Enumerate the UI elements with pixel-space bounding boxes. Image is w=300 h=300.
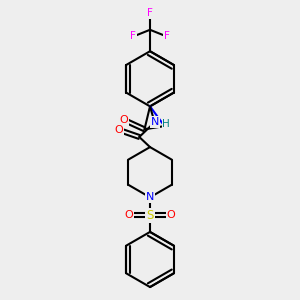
Text: O: O — [119, 115, 128, 125]
Text: O: O — [115, 124, 123, 135]
Text: N: N — [150, 117, 159, 127]
Text: F: F — [164, 31, 170, 41]
Text: F: F — [130, 31, 136, 41]
Text: O: O — [167, 210, 175, 220]
Text: S: S — [146, 208, 154, 222]
Text: H: H — [162, 119, 170, 129]
Text: O: O — [125, 210, 134, 220]
Text: F: F — [147, 8, 153, 18]
Text: N: N — [146, 192, 154, 202]
